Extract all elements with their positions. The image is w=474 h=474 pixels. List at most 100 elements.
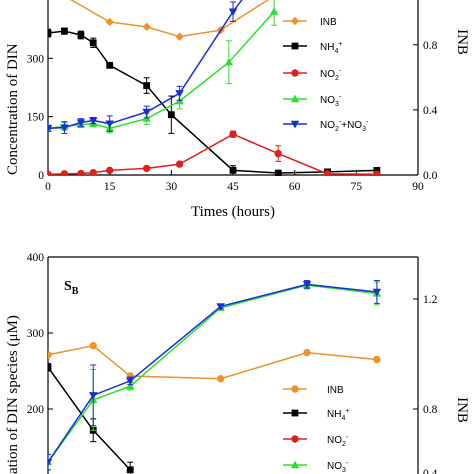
series-line xyxy=(70,0,270,38)
series-line xyxy=(48,11,275,130)
data-point xyxy=(76,119,86,127)
legend-label-sub: 3 xyxy=(335,101,339,108)
legend-symbol-marker xyxy=(291,409,299,417)
legend-symbol-marker xyxy=(290,120,300,129)
panel-a-y-axis-label: Concentration of DIN xyxy=(5,43,21,175)
y2-tick-label: 0.8 xyxy=(423,404,438,416)
legend-label: NH4+ xyxy=(320,41,342,55)
data-point xyxy=(274,169,282,176)
data-point xyxy=(175,160,184,168)
data-point xyxy=(269,7,279,15)
data-point xyxy=(89,392,98,400)
data-point xyxy=(60,124,69,132)
y2-tick-label: 1.2 xyxy=(423,294,438,306)
legend-label: NO2-+NO3- xyxy=(320,119,369,133)
legend-label-sup: - xyxy=(339,68,342,75)
data-point xyxy=(167,111,175,119)
legend-symbol-marker xyxy=(291,42,299,50)
data-point xyxy=(105,17,114,27)
x-tick-label: 90 xyxy=(412,181,424,193)
data-point xyxy=(216,303,225,311)
data-point xyxy=(106,61,114,69)
legend-label-sup: - xyxy=(339,94,342,101)
y2-tick-label: 0.4 xyxy=(423,468,438,474)
legend-label-sup: - xyxy=(346,434,349,441)
x-tick-label: 30 xyxy=(166,181,178,193)
data-point xyxy=(303,348,311,357)
y2-tick-label: 0.8 xyxy=(423,40,438,52)
panel-b-y-axis-label: ation of DIN species (μM) xyxy=(5,315,21,474)
legend-label-sub: 4 xyxy=(334,48,338,55)
legend-symbol-marker xyxy=(291,435,299,443)
data-point xyxy=(373,355,381,364)
data-point xyxy=(142,164,151,173)
y-tick-label: 150 xyxy=(27,112,45,124)
legend-label: NO3- xyxy=(327,460,349,474)
data-point xyxy=(105,166,114,175)
panel-b-y-ticks: 200 300 400 xyxy=(27,252,53,416)
data-point xyxy=(61,27,68,35)
legend-symbol-marker xyxy=(291,69,299,77)
data-point xyxy=(229,130,237,138)
panel-a-series xyxy=(48,0,381,176)
panel-a-y2-ticks: 0.0 0.4 0.8 xyxy=(413,40,438,182)
data-point xyxy=(175,32,184,41)
panel-a-x-axis-label: Times (hours) xyxy=(191,204,275,220)
series-line xyxy=(48,366,131,471)
legend-label-sup: - xyxy=(339,119,342,126)
legend-label-mid: +NO xyxy=(341,120,362,131)
panel-b-label: SB xyxy=(64,279,79,297)
x-tick-label: 45 xyxy=(227,181,239,193)
x-tick-label: 60 xyxy=(289,181,301,193)
legend-label-sup: + xyxy=(345,408,349,415)
data-point xyxy=(105,120,114,129)
data-point xyxy=(89,342,97,350)
legend-label: NH4+ xyxy=(327,408,349,422)
data-point xyxy=(274,149,282,158)
data-point xyxy=(373,166,381,174)
legend-label-sub: 2 xyxy=(342,441,346,448)
panel-a-legend: INB NH4+ NO2- NO3- NO2-+NO3- xyxy=(283,16,369,133)
legend-label-sup: - xyxy=(346,460,349,467)
data-point xyxy=(175,90,184,98)
data-point xyxy=(302,281,312,289)
data-point xyxy=(48,351,52,359)
x-tick-label: 75 xyxy=(351,181,363,193)
panel-b-legend: INB NH4+ NO2- NO3- xyxy=(283,385,349,474)
legend-symbol-marker xyxy=(290,16,300,26)
legend-label-sub2: 3 xyxy=(362,126,366,133)
data-point xyxy=(48,29,52,37)
data-point xyxy=(228,8,238,17)
chart-panel-b: 200 300 400 0.8 1.2 0.4 SB ation of DIN spec… xyxy=(5,252,470,474)
y-tick-label: 300 xyxy=(27,53,45,65)
data-point xyxy=(77,169,85,176)
data-point xyxy=(89,168,97,176)
legend-label: NO3- xyxy=(320,94,342,108)
legend-label: NO2- xyxy=(327,434,349,448)
y-tick-label: 300 xyxy=(27,328,45,340)
data-point xyxy=(143,82,151,89)
legend-symbol-marker xyxy=(290,94,300,103)
legend-label-sub: 3 xyxy=(342,467,346,474)
y-tick-label: 200 xyxy=(27,404,45,416)
legend-symbol-marker xyxy=(290,460,300,469)
data-point xyxy=(229,166,237,174)
data-point xyxy=(89,39,97,47)
panel-a-y-ticks: 0 150 300 xyxy=(27,53,53,182)
y-tick-label: 400 xyxy=(27,252,45,264)
legend-label-sup2: - xyxy=(366,119,369,126)
y2-tick-label: 0.4 xyxy=(423,105,438,117)
data-point xyxy=(48,459,53,467)
legend-label-sub: 2 xyxy=(335,126,339,133)
series-line xyxy=(48,284,377,463)
series-line xyxy=(48,0,243,130)
data-point xyxy=(373,170,381,176)
data-point xyxy=(216,375,225,383)
y2-tick-label: 0.0 xyxy=(423,170,438,182)
data-point xyxy=(48,363,52,371)
x-tick-label: 0 xyxy=(45,181,51,193)
panel-a-y2-axis-label: INB xyxy=(454,29,470,55)
data-point xyxy=(60,170,69,176)
panel-b-y2-ticks: 0.8 1.2 0.4 xyxy=(413,294,438,474)
